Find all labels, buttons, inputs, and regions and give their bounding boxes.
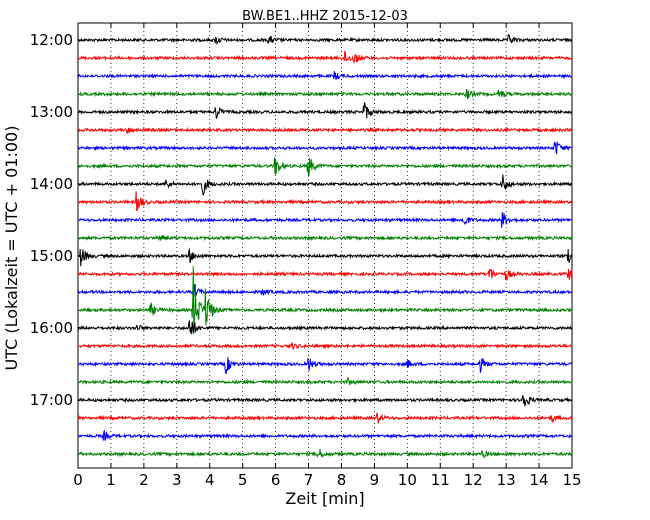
seismogram-trace <box>77 283 573 297</box>
seismogram-trace <box>77 357 573 374</box>
seismogram-trace <box>77 126 573 134</box>
seismogram-trace <box>77 174 573 196</box>
seismogram-trace <box>77 247 573 267</box>
x-tick-label: 10 <box>398 471 417 489</box>
x-tick-label: 14 <box>530 471 549 489</box>
seismogram-trace <box>77 320 573 335</box>
seismogram-trace <box>77 141 573 155</box>
x-axis-label: Zeit [min] <box>285 489 364 508</box>
seismogram-trace <box>77 377 573 386</box>
x-tick-label: 12 <box>464 471 483 489</box>
seismogram-trace <box>77 50 573 65</box>
y-tick-label: 14:00 <box>30 175 73 193</box>
chart-title: BW.BE1..HHZ 2015-12-03 <box>242 9 408 24</box>
x-tick-label: 0 <box>73 471 83 489</box>
seismogram-trace <box>77 429 573 441</box>
seismogram-trace <box>77 88 573 99</box>
seismogram-trace <box>77 234 573 242</box>
x-axis: 0 1 2 3 4 5 6 7 8 9 10 11 12 13 14 15 <box>73 23 582 489</box>
y-tick-label: 12:00 <box>30 31 73 49</box>
x-tick-label: 2 <box>139 471 149 489</box>
x-tick-label: 8 <box>337 471 347 489</box>
trace-group <box>77 33 573 459</box>
y-tick-label: 17:00 <box>30 391 73 409</box>
seismogram-trace <box>77 395 573 407</box>
x-tick-label: 9 <box>370 471 380 489</box>
y-axis-label: UTC (Lokalzeit = UTC + 01:00) <box>2 126 21 371</box>
seismogram-trace <box>77 268 573 281</box>
x-tick-label: 7 <box>304 471 314 489</box>
x-tick-label: 6 <box>271 471 281 489</box>
seismogram-trace <box>77 342 573 350</box>
x-tick-label: 3 <box>172 471 182 489</box>
seismogram-trace <box>77 102 573 120</box>
y-tick-label: 15:00 <box>30 247 73 265</box>
y-tick-label: 13:00 <box>30 103 73 121</box>
seismogram-trace <box>77 157 573 177</box>
seismogram-trace <box>77 448 573 459</box>
x-tick-label: 4 <box>205 471 215 489</box>
plot-frame <box>77 22 573 469</box>
x-tick-label: 5 <box>238 471 248 489</box>
y-tick-label: 16:00 <box>30 319 73 337</box>
seismogram-trace <box>77 212 573 228</box>
seismogram-trace <box>77 33 573 46</box>
seismogram-trace <box>77 266 573 335</box>
seismogram-trace <box>77 191 573 212</box>
x-tick-label: 13 <box>497 471 516 489</box>
x-tick-label: 11 <box>431 471 450 489</box>
x-tick-label: 1 <box>106 471 116 489</box>
x-tick-label: 15 <box>562 471 581 489</box>
seismogram-trace <box>77 412 573 424</box>
seismogram-trace <box>77 71 573 81</box>
y-axis: 12:00 13:00 14:00 15:00 16:00 17:00 <box>30 31 572 409</box>
